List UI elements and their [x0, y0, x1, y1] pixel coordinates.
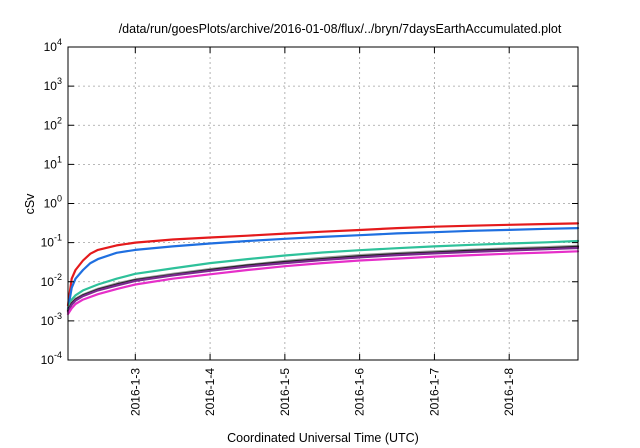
grid [68, 47, 578, 360]
series-group [66, 222, 580, 316]
y-tick-label: 101 [44, 154, 62, 171]
x-tick-labels: 2016-1-3 2016-1-4 2016-1-5 2016-1-6 2016-1-7… [128, 368, 516, 416]
y-tick-label: 103 [44, 76, 62, 93]
series-line-2 [66, 227, 580, 311]
y-tick-label: 100 [44, 194, 62, 211]
x-tick-label: 2016-1-8 [502, 368, 516, 416]
y-tick-label: 10-2 [41, 272, 62, 289]
y-tick-labels: 10-4 10-3 10-2 10-1 100 101 102 103 104 [41, 37, 62, 367]
series-line-7 [66, 250, 580, 316]
y-tick-label: 10-3 [41, 311, 62, 328]
series-line-3 [66, 239, 580, 311]
y-tick-label: 10-4 [41, 350, 62, 367]
y-tick-label: 104 [44, 37, 62, 54]
chart-title: /data/run/goesPlots/archive/2016-01-08/f… [119, 22, 562, 36]
x-tick-label: 2016-1-3 [128, 368, 142, 416]
x-tick-label: 2016-1-6 [353, 368, 367, 416]
y-tick-label: 102 [44, 115, 62, 132]
y-axis-label: cSv [23, 193, 37, 215]
series-line-6 [66, 246, 580, 313]
x-tick-label: 2016-1-5 [278, 368, 292, 416]
series-line-1 [66, 222, 580, 307]
x-axis-label: Coordinated Universal Time (UTC) [227, 431, 419, 445]
x-tick-label: 2016-1-7 [427, 368, 441, 416]
x-tick-label: 2016-1-4 [203, 368, 217, 416]
y-tick-label: 10-1 [41, 233, 62, 250]
ticks-group [68, 46, 578, 361]
